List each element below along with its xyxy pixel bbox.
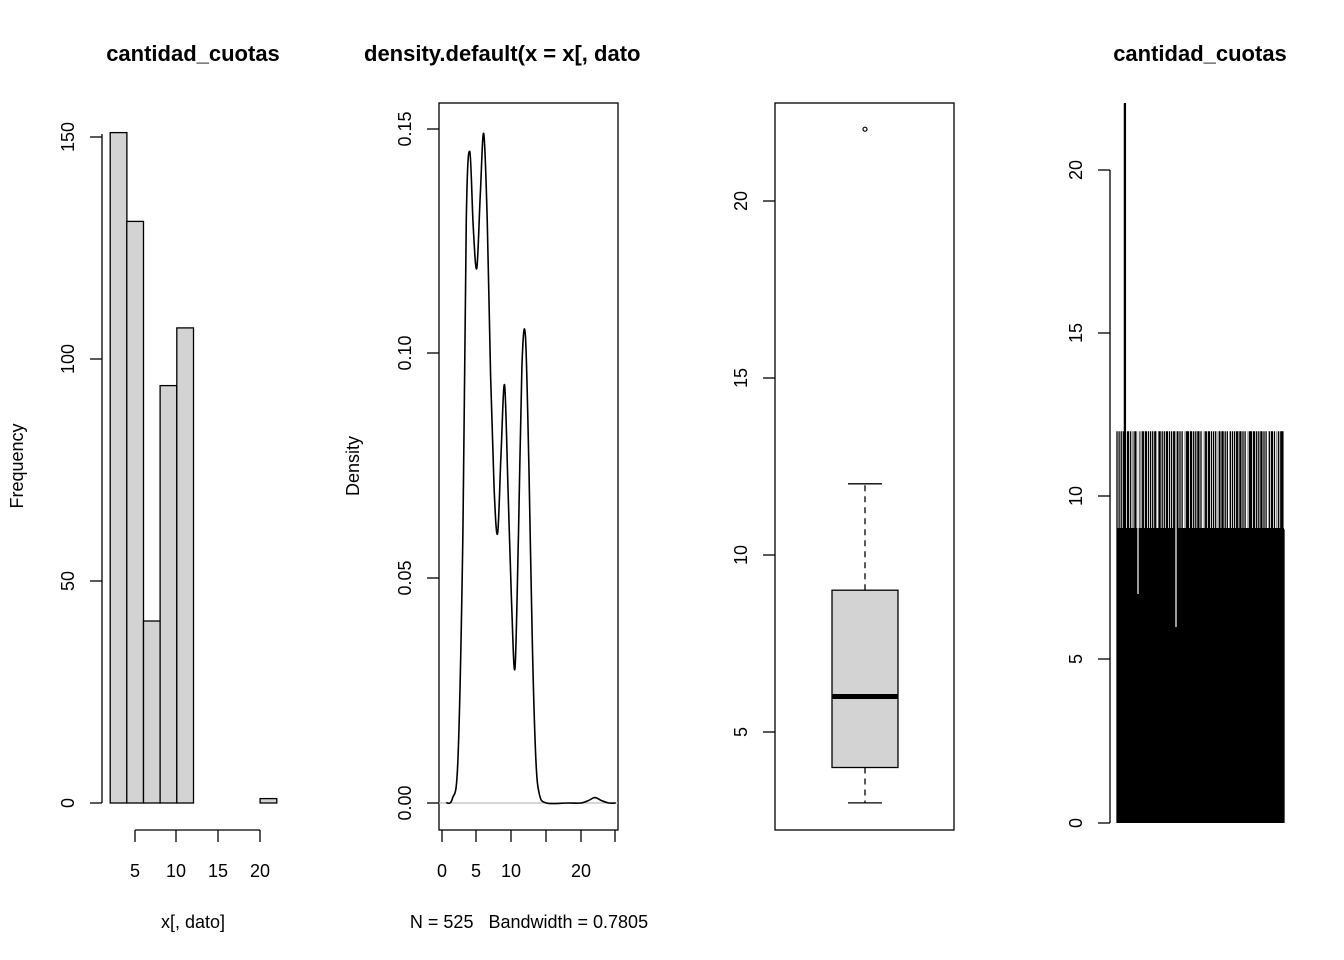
- density-curve: [446, 133, 616, 803]
- density-y-tick-label: 0.15: [395, 111, 415, 146]
- density-x-label: N = 525 Bandwidth = 0.7805: [410, 912, 648, 932]
- density-x-tick-label: 0: [437, 861, 447, 881]
- histogram-bar: [144, 621, 161, 803]
- indexplot-lines: [1117, 103, 1284, 823]
- density-y-tick-label: 0.10: [395, 335, 415, 370]
- density-panel: density.default(x = x[, dato 0 5 10 20 0…: [343, 41, 648, 932]
- histogram-y-tick-label: 0: [58, 798, 78, 808]
- density-x-tick-label: 5: [471, 861, 481, 881]
- indexplot-y-tick-label: 5: [1066, 654, 1086, 664]
- boxplot-y-tick-label: 15: [731, 368, 751, 388]
- histogram-y-label: Frequency: [7, 423, 27, 508]
- indexplot-title: cantidad_cuotas: [1113, 41, 1287, 66]
- indexplot-y-tick-label: 0: [1066, 818, 1086, 828]
- boxplot-y-tick-label: 10: [731, 545, 751, 565]
- density-y-tick-label: 0.00: [395, 785, 415, 820]
- indexplot-panel: cantidad_cuotas 0 5 10 15 20: [1066, 41, 1287, 828]
- boxplot-box: [832, 590, 898, 767]
- histogram-y-tick-label: 50: [58, 571, 78, 591]
- histogram-bar: [177, 328, 194, 803]
- histogram-x-tick-label: 10: [166, 861, 186, 881]
- indexplot-y-tick-label: 15: [1066, 323, 1086, 343]
- boxplot-panel: 5 10 15 20: [731, 103, 954, 830]
- histogram-x-tick-label: 20: [250, 861, 270, 881]
- boxplot-marks: [832, 127, 898, 803]
- histogram-bar: [110, 133, 127, 803]
- density-x-tick-label: 20: [571, 861, 591, 881]
- density-y-tick-label: 0.05: [395, 560, 415, 595]
- histogram-title: cantidad_cuotas: [106, 41, 280, 66]
- histogram-y-tick-label: 100: [58, 344, 78, 374]
- boxplot-y-tick-label: 20: [731, 191, 751, 211]
- histogram-bar: [260, 799, 277, 803]
- histogram-y-tick-label: 150: [58, 122, 78, 152]
- histogram-bar: [127, 221, 144, 803]
- histogram-x-tick-label: 15: [208, 861, 228, 881]
- histogram-x-tick-label: 5: [130, 861, 140, 881]
- histogram-panel: cantidad_cuotas 5 10 15 20 0 50 100 150 …: [7, 41, 280, 932]
- density-title: density.default(x = x[, dato: [364, 41, 640, 66]
- density-y-label: Density: [343, 436, 363, 496]
- boxplot-y-tick-label: 5: [731, 727, 751, 737]
- density-x-tick-label: 10: [501, 861, 521, 881]
- boxplot-outlier-point: [863, 127, 867, 131]
- indexplot-y-tick-label: 20: [1066, 160, 1086, 180]
- histogram-bar: [160, 386, 177, 803]
- histogram-x-label: x[, dato]: [161, 912, 225, 932]
- indexplot-y-tick-label: 10: [1066, 486, 1086, 506]
- histogram-bars: [110, 133, 277, 803]
